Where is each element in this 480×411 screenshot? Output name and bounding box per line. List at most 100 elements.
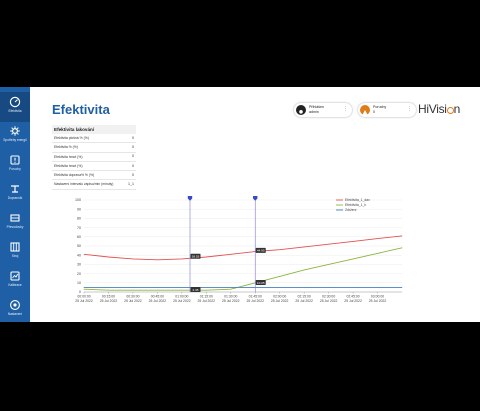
- series-point: [83, 287, 85, 288]
- sidebar-item-5[interactable]: Převodovky: [0, 208, 30, 238]
- grid-icon: [0, 241, 30, 253]
- x-tick-date: 25 Jul 2022: [222, 299, 240, 303]
- sidebar-item-label: Kalibrace: [8, 283, 22, 287]
- series-point: [108, 287, 109, 288]
- x-tick-time: 00:00:00: [77, 295, 90, 299]
- y-tick-label: 70: [77, 226, 81, 230]
- gear-icon: [0, 125, 30, 137]
- series-point: [352, 241, 354, 242]
- panel-row-label: Efektivita % (%): [54, 145, 78, 150]
- sidebar-item-2[interactable]: Spotřeby energií: [0, 121, 30, 151]
- series-point: [401, 287, 403, 288]
- sidebar-item-6[interactable]: Stroj: [0, 237, 30, 267]
- panel-row-value: 0: [132, 154, 134, 159]
- cursor-value-box: [255, 247, 266, 253]
- x-tick-time: 01:15:00: [200, 295, 213, 299]
- panel-row-label: Efektivita hmot (%): [54, 154, 83, 159]
- drive-icon: [0, 212, 30, 224]
- panel-row-value: 0: [132, 145, 134, 150]
- series-point: [181, 289, 183, 291]
- cursor-value-box: [255, 279, 266, 285]
- panel-row-label: Efektivita doprava% % (%): [54, 173, 95, 178]
- panel-row-value: 0: [132, 135, 134, 140]
- x-tick-date: 25 Jul 2022: [149, 299, 167, 303]
- series-point: [230, 253, 232, 255]
- series-point: [230, 288, 232, 290]
- sidebar-item-label: Spotřeby energií: [3, 138, 27, 142]
- series-point: [352, 287, 354, 288]
- gauge-icon: [0, 96, 30, 108]
- series-point: [83, 288, 85, 290]
- x-tick-time: 03:00:00: [371, 295, 384, 299]
- series-line-1: [83, 235, 403, 261]
- sidebar-item-7[interactable]: Kalibrace: [0, 266, 30, 296]
- sidebar-item-4[interactable]: Dopravník: [0, 179, 30, 209]
- series-point: [205, 289, 207, 291]
- x-tick-date: 25 Jul 2022: [295, 299, 313, 303]
- series-point: [401, 247, 403, 249]
- alarms-text: Poruchy 0: [373, 105, 387, 114]
- x-tick-date: 25 Jul 2022: [75, 299, 93, 303]
- series-point: [205, 287, 207, 288]
- user-menu-icon[interactable]: ⋮: [343, 106, 348, 112]
- y-tick-label: 40: [77, 253, 81, 257]
- panel-row: Efektivita hmot (%) 0: [52, 153, 136, 162]
- user-badge[interactable]: Přihlášen admin ⋮: [294, 103, 352, 117]
- legend-label: Zdržení: [345, 208, 357, 212]
- chart-cursor[interactable]: 38.55 2.35: [187, 196, 201, 293]
- alarm-icon: [360, 105, 370, 116]
- alarms-menu-icon[interactable]: ⋮: [407, 106, 412, 112]
- x-tick-date: 25 Jul 2022: [320, 299, 338, 303]
- panel-row: Efektivita doprava% % (%) 0: [52, 171, 136, 181]
- series-point: [303, 269, 305, 271]
- alarms-badge[interactable]: Poruchy 0 ⋮: [358, 103, 416, 117]
- series-point: [230, 287, 232, 288]
- sidebar-item-3[interactable]: Poruchy: [0, 150, 30, 180]
- series-point: [328, 287, 329, 288]
- panel-row-label: Efektivita plošná % (%): [54, 136, 89, 140]
- sidebar-item-label: Nastavení: [7, 312, 23, 316]
- panel-row: Efektivita hmot (%) 0: [52, 162, 136, 172]
- x-tick-date: 25 Jul 2022: [124, 299, 142, 303]
- series-point: [108, 256, 109, 258]
- sidebar-item-8[interactable]: Nastavení: [0, 295, 30, 322]
- series-point: [108, 289, 109, 291]
- sidebar-item-1[interactable]: Efektivita: [0, 92, 30, 122]
- panel-row-value: 0: [132, 163, 134, 168]
- x-tick-date: 25 Jul 2022: [173, 299, 191, 303]
- x-tick-time: 00:30:00: [126, 295, 139, 299]
- series-point: [377, 253, 378, 254]
- series-point: [181, 258, 183, 260]
- chart-cursor[interactable]: 44.95 10.05: [253, 196, 266, 292]
- x-tick-date: 25 Jul 2022: [100, 299, 118, 303]
- series-point: [279, 249, 281, 251]
- panel-title: Efektivita lakování: [52, 125, 136, 134]
- panel-row: Efektivita plošná % (%) 0: [52, 134, 136, 144]
- x-tick-date: 25 Jul 2022: [344, 299, 362, 303]
- series-point: [352, 258, 354, 260]
- series-line-2: [83, 247, 403, 291]
- y-tick-label: 20: [77, 272, 81, 276]
- logo-o-icon: [446, 106, 454, 114]
- cursor-handle-icon: [187, 196, 193, 201]
- panel-row-value: 0: [132, 172, 134, 177]
- panel-row: Nastavení intervalu zápisu/min (minuty) 1…: [52, 180, 136, 190]
- series-point: [157, 289, 158, 291]
- cursor-value-box: [190, 287, 201, 293]
- sidebar-item-label: Stroj: [11, 254, 19, 258]
- series-point: [303, 246, 305, 248]
- cursor-value-box: [190, 253, 201, 259]
- cursor-value-label: 38.55: [192, 255, 200, 259]
- x-tick-time: 02:15:00: [298, 295, 311, 299]
- x-tick-date: 25 Jul 2022: [246, 299, 264, 303]
- sidebar-item-label: Poruchy: [9, 167, 21, 171]
- series-point: [279, 287, 281, 288]
- legend-label: Efektivita_1_h: [345, 203, 366, 207]
- y-tick-label: 10: [77, 281, 81, 285]
- series-point: [83, 253, 85, 255]
- series-point: [328, 264, 329, 265]
- y-tick-label: 50: [77, 244, 81, 248]
- x-tick-time: 00:15:00: [102, 295, 115, 299]
- sidebar-item-label: Efektivita: [8, 109, 22, 113]
